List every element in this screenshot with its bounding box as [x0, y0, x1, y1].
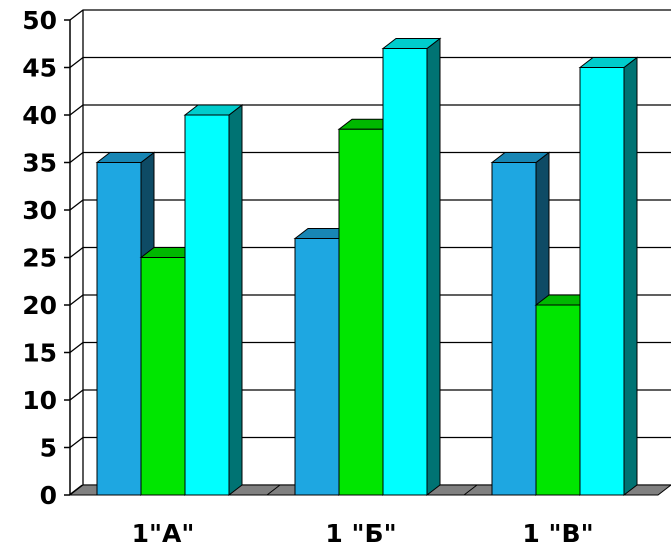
bar: [578, 56, 639, 497]
gridline: [69, 9, 671, 21]
x-tick-mark: [463, 484, 478, 496]
y-tick-label: 35: [22, 149, 57, 178]
y-tick-label: 10: [22, 386, 57, 415]
y-tick-label: 50: [22, 6, 57, 35]
bar: [381, 37, 442, 497]
bars: [95, 37, 639, 497]
y-tick-label: 30: [22, 196, 57, 225]
x-tick-mark: [266, 484, 281, 496]
y-tick-label: 25: [22, 244, 57, 273]
x-tick-labels: 1"А" 1 "Б" 1 "В": [132, 519, 594, 548]
gridline: [69, 56, 671, 69]
y-tick-label: 20: [22, 291, 57, 320]
x-tick-label: 1 "Б": [325, 519, 396, 548]
x-tick-label: 1"А": [132, 519, 195, 548]
bar: [183, 103, 244, 497]
y-tick-label: 45: [22, 54, 57, 83]
y-tick-label: 40: [22, 101, 57, 130]
y-tick-label: 15: [22, 339, 57, 368]
x-tick-mark: [68, 484, 83, 496]
y-tick-labels: 0 5 10 15 20 25 30 35 40 45 50: [22, 6, 57, 510]
x-tick-label: 1 "В": [522, 519, 593, 548]
y-tick-label: 5: [40, 434, 57, 463]
y-tick-label: 0: [40, 481, 57, 510]
y-axis: [64, 10, 478, 496]
